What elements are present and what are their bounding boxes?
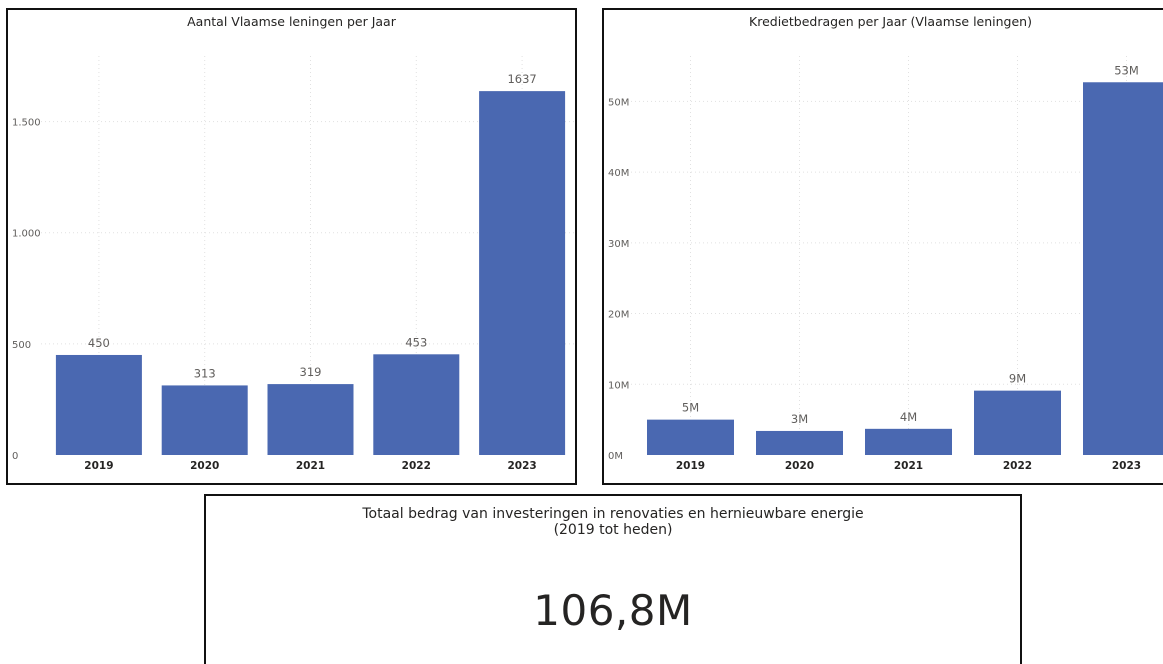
data-label: 5M: [682, 401, 699, 415]
credit-amounts-bar-chart: 0M 10M 20M 30M 40M 50M 5M 2019 3M 2020 4M 2021 9M 202…: [608, 56, 1163, 472]
data-label: 9M: [1009, 372, 1026, 386]
loans-count-bar-chart: 0 500 1.000 1.500 450 2019 313 2020 319 2021 453 20…: [12, 56, 575, 472]
x-tick-label: 2021: [894, 460, 923, 472]
y-tick-label: 50M: [608, 97, 629, 108]
data-label: 1637: [507, 72, 536, 86]
x-tick-label: 2019: [676, 460, 705, 472]
y-tick-label: 20M: [608, 310, 629, 321]
bar: [1083, 82, 1163, 455]
y-tick-label: 30M: [608, 239, 629, 250]
y-tick-label: 1.000: [12, 229, 41, 240]
y-tick-label: 1.500: [12, 118, 41, 129]
x-tick-label: 2023: [507, 460, 536, 472]
data-label: 313: [194, 366, 216, 380]
kpi-title-line-1: Totaal bedrag van investeringen in renov…: [362, 506, 864, 522]
data-label: 453: [405, 335, 427, 349]
chart-title: Kredietbedragen per Jaar (Vlaamse lening…: [749, 14, 1032, 29]
y-tick-label: 0: [12, 451, 18, 462]
x-tick-label: 2023: [1112, 460, 1141, 472]
bar: [974, 390, 1061, 455]
kpi-card-total-investment: Totaal bedrag van investeringen in renov…: [204, 494, 1022, 664]
x-tick-label: 2019: [84, 460, 113, 472]
bar: [647, 419, 734, 455]
y-tick-label: 0M: [608, 451, 623, 462]
y-tick-label: 40M: [608, 168, 629, 179]
x-tick-label: 2020: [785, 460, 814, 472]
x-tick-label: 2020: [190, 460, 219, 472]
bar: [479, 91, 566, 455]
bar: [865, 428, 952, 455]
data-label: 53M: [1114, 63, 1139, 77]
data-label: 3M: [791, 412, 808, 426]
data-label: 4M: [900, 410, 917, 424]
bar: [55, 354, 142, 455]
bar: [373, 354, 460, 455]
data-label: 319: [300, 365, 322, 379]
chart-panel-credit-amounts: Kredietbedragen per Jaar (Vlaamse lening…: [602, 8, 1163, 485]
kpi-title-line-2: (2019 tot heden): [553, 522, 673, 538]
bar: [267, 384, 354, 455]
kpi-title: Totaal bedrag van investeringen in renov…: [206, 506, 1020, 538]
x-tick-label: 2021: [296, 460, 325, 472]
kpi-value: 106,8M: [533, 586, 693, 635]
x-tick-label: 2022: [402, 460, 431, 472]
chart-panel-loans-count: Aantal Vlaamse leningen per Jaar 0 500 1.0…: [6, 8, 577, 485]
x-tick-label: 2022: [1003, 460, 1032, 472]
y-tick-label: 10M: [608, 380, 629, 391]
data-label: 450: [88, 336, 110, 350]
chart-title: Aantal Vlaamse leningen per Jaar: [187, 14, 396, 29]
bar: [161, 385, 248, 455]
bar: [756, 430, 843, 455]
y-tick-label: 500: [12, 340, 31, 351]
